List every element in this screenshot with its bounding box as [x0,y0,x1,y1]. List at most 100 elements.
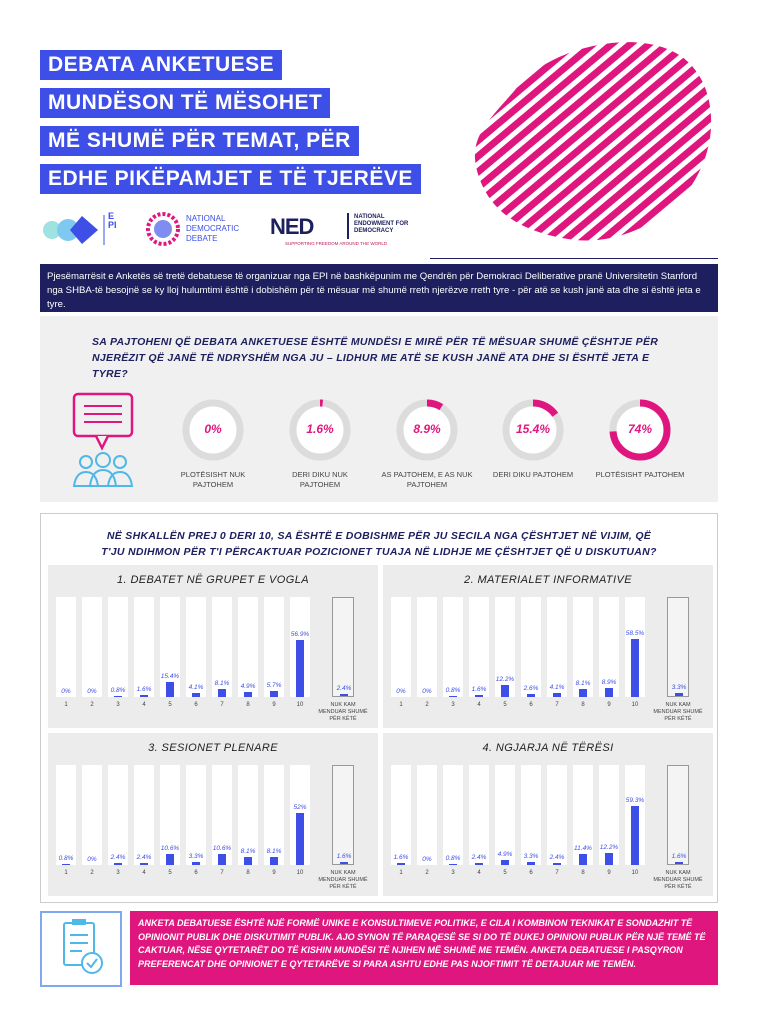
column: 0% [417,765,437,865]
x-tick-label: 4 [477,702,481,708]
bar [340,693,348,696]
x-tick-label: 5 [168,702,172,708]
x-tick-label: 7 [220,870,224,876]
value-label: 0% [61,688,71,695]
chart-panel: 4. NGJARJA NË TËRËSI 1.6% 1 0% 2 0.8% 3 2.4% 4 4.… [383,733,713,896]
x-tick-label: 9 [607,870,611,876]
x-tick-label: NUK KAM MENDUAR SHUMË PËR KËTË [318,870,368,890]
value-label: 58.5% [625,629,645,637]
bar [605,852,613,865]
value-label: 0% [422,688,432,695]
column: 1.6% [332,765,354,865]
donut-caption: DERI DIKU PAJTOHEM [492,470,574,479]
question: NË SHKALLËN PREJ 0 DERI 10, SA ËSHTË E D… [101,530,657,558]
x-tick-label: 8 [246,702,250,708]
x-tick-label: 10 [631,870,639,876]
bar [631,638,639,697]
x-tick-label: 5 [503,870,507,876]
x-tick-label: 5 [168,870,172,876]
value-label: 2.6% [523,685,539,693]
x-tick-label: 6 [194,870,198,876]
donut-arc [502,399,564,461]
value-label: 1.6% [471,686,487,694]
intro: Pjesëmarrësit e Anketës së tretë debatue… [40,264,718,312]
bar [166,854,174,865]
value-label: 12.2% [495,675,515,683]
x-tick-label: 3 [451,702,455,708]
decor-stripes [474,42,712,241]
column: 12.2% [599,765,619,865]
donut-arc [609,399,671,461]
bar [296,640,304,697]
x-tick-label: 1 [64,870,68,876]
ndd-text: NATIONAL DEMOCRATIC DEBATE [186,214,240,243]
bar [475,862,483,865]
donut-caption: AS PAJTOHEM, E AS NUK PAJTOHEM [381,470,473,489]
bar [140,862,148,865]
column: 8.1% [212,597,232,697]
x-tick-label: 3 [451,870,455,876]
column: 4.1% [547,597,567,697]
column: 2.4% [108,765,128,865]
value-label: 8.1% [575,679,591,687]
x-tick-label: 2 [425,702,429,708]
x-tick-label: 1 [399,702,403,708]
column: 12.2% [495,597,515,697]
value-label: 3.3% [188,852,204,860]
x-tick-label: 9 [272,870,276,876]
x-tick-label: 6 [194,702,198,708]
bar [270,856,278,865]
bar [397,863,405,865]
donut-caption: DERI DIKU NUK PAJTOHEM [292,470,348,489]
ndd-logo [146,212,180,246]
donut-track [182,399,244,461]
bar [62,864,70,865]
title-line: MË SHUMË PËR TEMAT, PËR [40,126,359,156]
value-label: 2.4% [471,853,487,861]
chart-title: 4. NGJARJA NË TËRËSI [482,742,614,754]
chart-title: 2. MATERIALET INFORMATIVE [464,574,632,586]
column: 0% [82,597,102,697]
divider [347,213,349,239]
bar [218,854,226,865]
donut-caption: PLOTËSISHT NUK PAJTOHEM [180,470,246,489]
x-tick-label: 8 [581,870,585,876]
value-label: 2.4% [549,853,565,861]
value-label: 15.4% [160,672,180,680]
column: 0% [417,597,437,697]
bar [218,688,226,697]
x-tick-label: 8 [246,870,250,876]
bar [114,862,122,865]
column: 1.6% [391,765,411,865]
donut-label: 0% [204,422,222,436]
bar [475,695,483,697]
chart-panel: 2. MATERIALET INFORMATIVE 0% 1 0% 2 0.8% 3 1.6%… [383,565,713,728]
column: 3.3% [521,765,541,865]
value-label: 0% [422,856,432,863]
value-label: 2.4% [110,853,126,861]
bar [296,813,304,865]
x-tick-label: 7 [220,702,224,708]
column: 0.8% [108,597,128,697]
bar [140,695,148,697]
epi-logo [43,215,105,245]
x-tick-label: 2 [425,870,429,876]
x-tick-label: 10 [296,702,304,708]
title-line: DEBATA ANKETUESE [40,50,283,80]
value-label: 8.9% [601,679,617,687]
bar [675,692,683,696]
chart-panel: 1. DEBATET NË GRUPET E VOGLA 0% 1 0% 2 0.8% 3 1… [48,565,378,728]
column: 15.4% [160,597,180,697]
doc-icon [63,919,103,974]
column: 2.4% [332,597,354,697]
epi-text: EPI [108,211,117,230]
question: SA PAJTOHENI QË DEBATA ANKETUESE ËSHTË M… [92,336,659,380]
bar [449,696,457,697]
bar [244,692,252,697]
x-tick-label: 3 [116,870,120,876]
value-label: 1.6% [136,686,152,694]
bar [527,861,535,865]
donut [609,399,671,461]
column: 0.8% [443,597,463,697]
value-label: 0.8% [58,855,74,863]
